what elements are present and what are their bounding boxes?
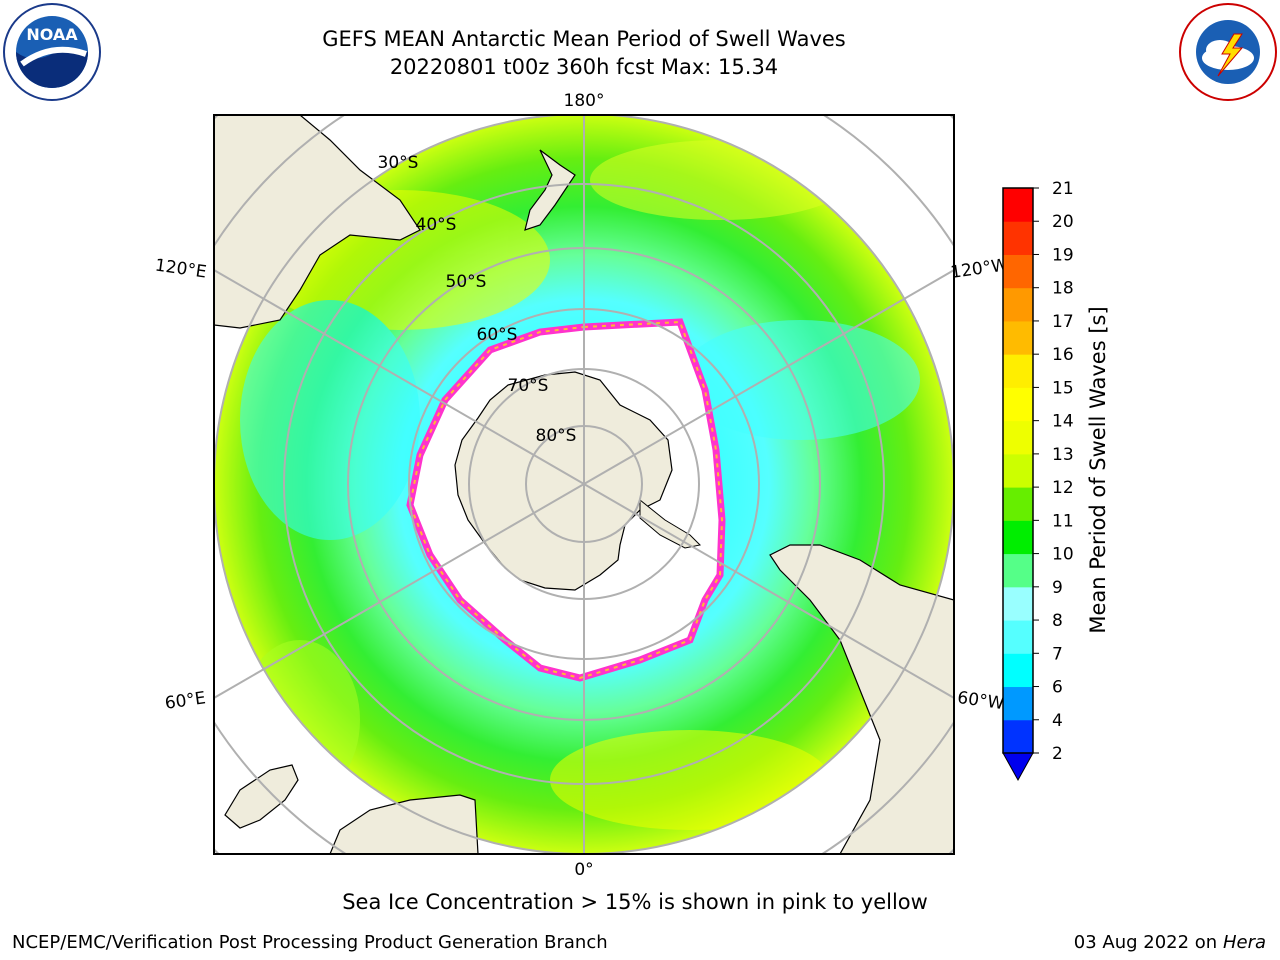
noaa-logo: NOAA — [3, 3, 101, 101]
madagascar — [224, 764, 299, 829]
colorbar-extend-arrow — [1002, 752, 1034, 782]
lat-label: 40°S — [416, 215, 457, 235]
colorbar-segment — [1003, 287, 1033, 322]
colorbar-segment — [1003, 453, 1033, 488]
colorbar-label: Mean Period of Swell Waves [s] — [1086, 306, 1110, 633]
colorbar-segment — [1003, 254, 1033, 289]
colorbar-segment — [1003, 188, 1033, 222]
colorbar-segment — [1003, 320, 1033, 355]
colorbar-tick-label: 7 — [1052, 644, 1063, 664]
colorbar-tick-label: 18 — [1052, 279, 1074, 299]
lon-label-0: 0° — [574, 860, 593, 880]
new-zealand — [524, 149, 576, 231]
colorbar-tick-label: 14 — [1052, 412, 1074, 432]
colorbar-segment — [1003, 520, 1033, 555]
chart-title: GEFS MEAN Antarctic Mean Period of Swell… — [322, 27, 846, 51]
south-america — [769, 544, 954, 854]
colorbar-tick-label: 4 — [1052, 711, 1063, 731]
colorbar-segment — [1003, 586, 1033, 621]
footer-date-text: 03 Aug 2022 on — [1073, 932, 1218, 953]
colorbar-segment — [1003, 719, 1033, 754]
colorbar-tick-label: 12 — [1052, 478, 1074, 498]
colorbar-segment — [1003, 686, 1033, 721]
colorbar-tick-label: 21 — [1052, 179, 1074, 199]
map-frame — [213, 114, 955, 855]
footer-date: 03 Aug 2022 on Hera — [1074, 932, 1266, 953]
colorbar-segment — [1003, 620, 1033, 654]
footer-credit: NCEP/EMC/Verification Post Processing Pr… — [12, 932, 608, 953]
colorbar-tick-label: 2 — [1052, 744, 1063, 764]
colorbar-tick-label: 20 — [1052, 212, 1074, 232]
sea-ice-note: Sea Ice Concentration > 15% is shown in … — [342, 890, 928, 914]
footer-machine: Hera — [1222, 932, 1266, 953]
colorbar-tick-label: 9 — [1052, 578, 1063, 598]
antarctica — [454, 371, 673, 591]
colorbar-tick-label: 8 — [1052, 611, 1063, 631]
colorbar-segment — [1003, 420, 1033, 455]
colorbar-tick-label: 17 — [1052, 312, 1074, 332]
lat-label: 80°S — [536, 426, 577, 446]
lat-label: 70°S — [508, 376, 549, 396]
colorbar-segment — [1003, 387, 1033, 422]
australia — [214, 115, 421, 329]
colorbar-segment — [1003, 487, 1033, 521]
lon-label-180: 180° — [564, 91, 605, 111]
lat-label: 50°S — [446, 272, 487, 292]
noaa-logo-text: NOAA — [26, 25, 78, 44]
colorbar-segment — [1003, 553, 1033, 588]
lat-label: 60°S — [477, 325, 518, 345]
africa — [329, 794, 479, 854]
colorbar-segment — [1003, 221, 1033, 255]
colorbar-segment — [1003, 354, 1033, 388]
colorbar-tick-label: 11 — [1052, 511, 1074, 531]
colorbar-segment — [1003, 653, 1033, 688]
colorbar-frame — [1002, 187, 1034, 754]
colorbar-tick-label: 15 — [1052, 378, 1074, 398]
colorbar-tick-label: 6 — [1052, 678, 1063, 698]
lat-label: 30°S — [378, 153, 419, 173]
chart-subtitle: 20220801 t00z 360h fcst Max: 15.34 — [389, 55, 779, 79]
nws-logo — [1179, 3, 1277, 101]
colorbar-tick-label: 13 — [1052, 445, 1074, 465]
colorbar-tick-label: 16 — [1052, 345, 1074, 365]
colorbar-tick-label: 10 — [1052, 545, 1074, 565]
graticule — [214, 115, 954, 854]
colorbar-tick-label: 19 — [1052, 245, 1074, 265]
